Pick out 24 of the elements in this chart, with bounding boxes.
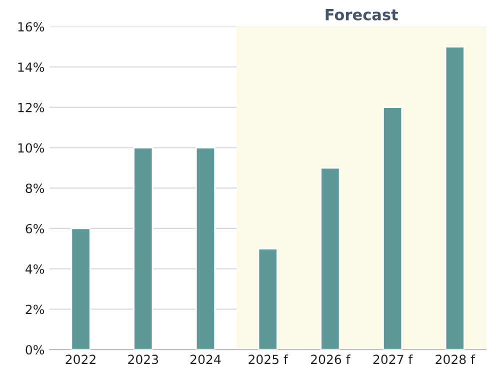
x-tick-label: 2022 [66,354,96,364]
y-tick-label: 16% [18,22,44,32]
x-tick-label: 2025 f [248,354,288,364]
bar [258,248,278,350]
x-tick-label: 2027 f [373,354,413,364]
bar [444,46,465,350]
x-tick-label: 2024 [190,354,221,364]
bar [320,167,340,350]
bar [195,147,216,350]
bar [382,106,403,350]
y-tick-label: 12% [18,102,44,112]
x-tick-label: 2023 [128,354,158,364]
y-tick-label: 6% [26,224,44,234]
band-label: Forecast [326,9,398,20]
y-tick-label: 14% [18,62,44,72]
y-tick-label: 2% [26,304,44,314]
bar [133,147,154,350]
y-tick-label: 10% [18,143,44,153]
x-tick-label: 2028 f [436,354,476,364]
bar [70,228,91,350]
y-tick-label: 0% [26,345,44,355]
x-tick-label: 2026 f [311,354,351,364]
y-tick-label: 8% [26,184,44,194]
y-tick-label: 4% [26,264,44,274]
